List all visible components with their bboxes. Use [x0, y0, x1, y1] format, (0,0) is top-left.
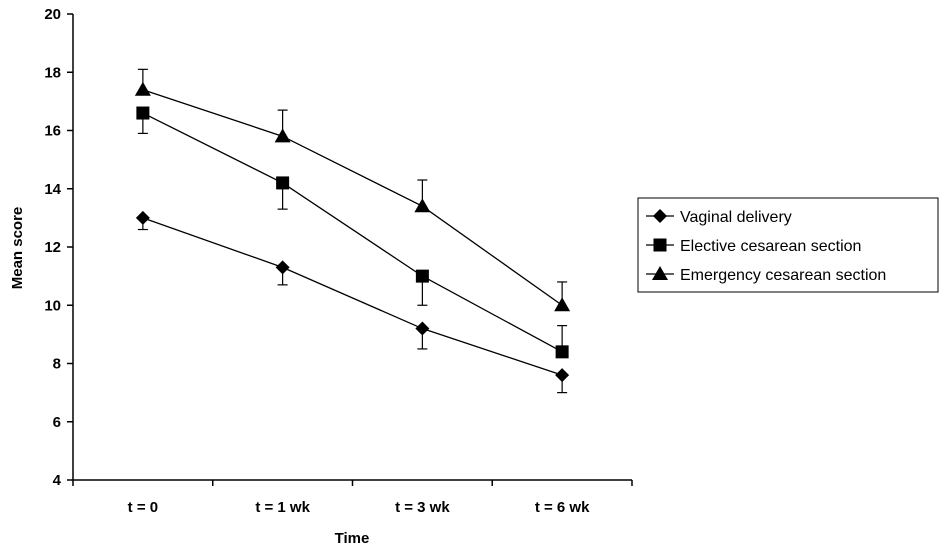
chart-marks — [134, 68, 571, 394]
x-tick-label: t = 6 wk — [535, 499, 590, 516]
x-tick-label: t = 3 wk — [395, 499, 450, 516]
y-tick-label: 16 — [44, 123, 61, 140]
legend-label: Emergency cesarean section — [680, 267, 886, 284]
series-vaginal-delivery — [135, 210, 570, 394]
data-point — [134, 81, 151, 96]
series-emergency-cesarean-section — [134, 68, 571, 312]
data-point — [135, 210, 150, 225]
data-point — [274, 128, 291, 143]
data-point — [276, 176, 290, 190]
series-line — [142, 112, 563, 353]
x-tick-label: t = 0 — [128, 499, 158, 516]
legend-label: Vaginal delivery — [680, 209, 792, 226]
data-point — [415, 321, 430, 336]
series-line — [142, 89, 563, 306]
legend-item-vaginal-delivery: Vaginal delivery — [646, 209, 792, 226]
legend-item-elective-cesarean-section: Elective cesarean section — [646, 238, 861, 255]
data-point — [555, 368, 570, 383]
data-point — [554, 297, 571, 312]
y-tick-label: 18 — [44, 64, 61, 81]
data-point — [415, 269, 429, 283]
data-point — [414, 198, 431, 213]
legend: Vaginal delivery Elective cesarean sectio… — [637, 197, 939, 293]
y-axis-title: Mean score — [9, 207, 26, 290]
series-line — [142, 217, 563, 376]
x-axis-title: Time — [335, 530, 370, 547]
data-point — [555, 345, 569, 359]
legend-item-emergency-cesarean-section: Emergency cesarean section — [646, 266, 886, 284]
chart-axes: 4 6 8 10 12 14 16 18 20 t = 0 t = 1 wk t = 3 wk t = … — [44, 6, 633, 516]
data-point — [275, 260, 290, 275]
y-tick-label: 6 — [53, 414, 61, 431]
series-elective-cesarean-section — [136, 106, 569, 359]
legend-box — [637, 197, 939, 293]
y-tick-label: 14 — [44, 181, 61, 198]
y-tick-label: 8 — [53, 356, 61, 373]
y-tick-label: 12 — [44, 239, 61, 256]
data-point — [136, 106, 150, 120]
x-tick-label: t = 1 wk — [255, 499, 310, 516]
y-tick-label: 20 — [44, 6, 61, 23]
legend-marker — [653, 209, 667, 223]
y-tick-label: 10 — [44, 297, 61, 314]
legend-marker — [653, 238, 667, 252]
legend-marker — [652, 266, 668, 280]
legend-label: Elective cesarean section — [680, 238, 861, 255]
y-tick-label: 4 — [53, 472, 62, 489]
